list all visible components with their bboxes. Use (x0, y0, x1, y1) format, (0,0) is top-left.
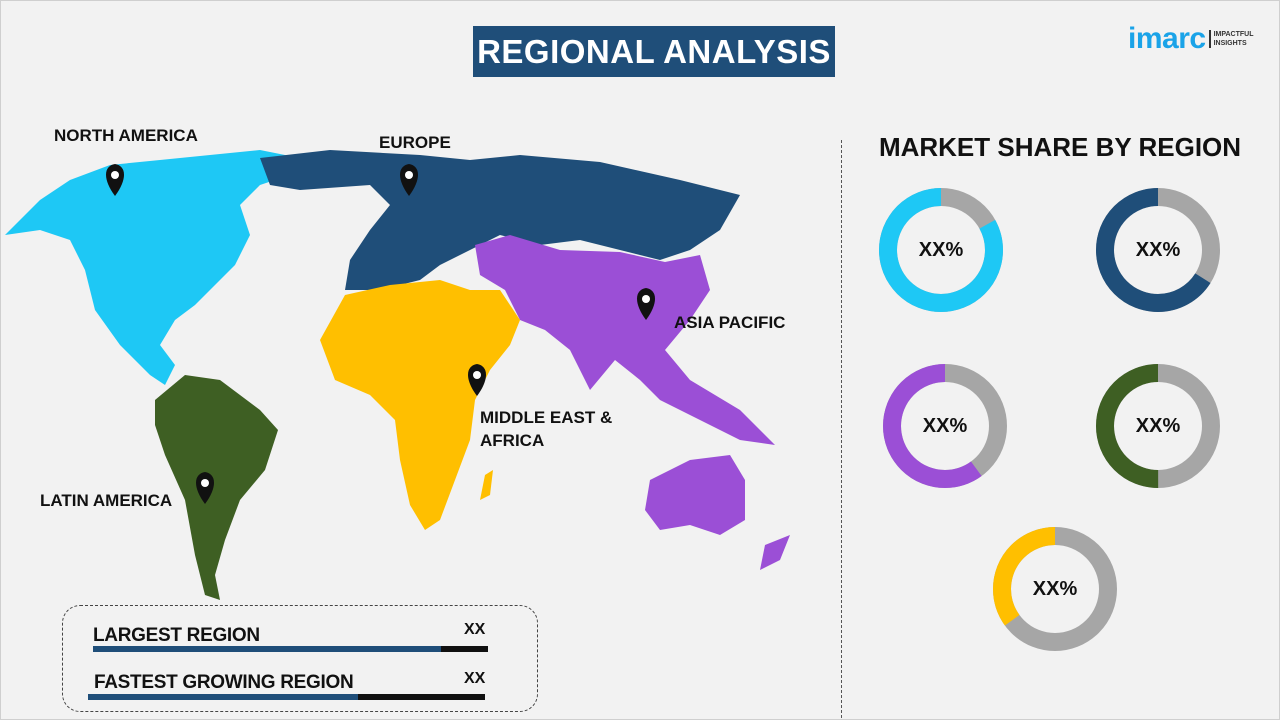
fastest-growing-region-bar (88, 694, 485, 700)
donut-middle-east-africa: XX% (990, 524, 1120, 654)
region-latin-america (155, 375, 278, 600)
world-map (5, 150, 790, 600)
largest-region-bar (93, 646, 488, 652)
market-share-title: MARKET SHARE BY REGION (878, 132, 1242, 162)
largest-region-label: LARGEST REGION (93, 625, 260, 646)
donut-share-arc (993, 527, 1117, 651)
donut-share-arc (1096, 364, 1220, 488)
region-madagascar (480, 470, 493, 500)
logo-word: imarc (1128, 22, 1206, 55)
label-middle-east-africa: MIDDLE EAST & AFRICA (480, 408, 613, 450)
imarc-logo: imarc IMPACTFUL INSIGHTS (1128, 22, 1253, 56)
largest-region-value: XX (464, 621, 486, 638)
page-title: REGIONAL ANALYSIS (473, 26, 835, 77)
donut-value: XX% (1135, 238, 1181, 261)
donut-value: XX% (922, 414, 968, 437)
logo-tagline: IMPACTFUL INSIGHTS (1208, 30, 1253, 48)
map-pin-icon (637, 288, 655, 320)
region-middle-east-africa (320, 280, 520, 530)
donut-value: XX% (1032, 577, 1078, 600)
fastest-growing-region-label: FASTEST GROWING REGION (94, 672, 354, 693)
donut-north-america: XX% (876, 185, 1006, 315)
label-asia-pacific: ASIA PACIFIC (674, 313, 786, 332)
largest-region-bar-fill (93, 646, 441, 652)
section-divider (841, 140, 842, 718)
label-latin-america: LATIN AMERICA (40, 491, 173, 510)
fastest-growing-region-value: XX (464, 670, 486, 687)
donut-value: XX% (1135, 414, 1181, 437)
region-asia-pacific (475, 235, 775, 445)
donut-share-arc (883, 364, 1007, 488)
donut-asia-pacific: XX% (880, 361, 1010, 491)
region-north-america (5, 150, 300, 385)
donut-value: XX% (918, 238, 964, 261)
map-pin-icon (196, 472, 214, 504)
map-pin-icon (106, 164, 124, 196)
donut-share-arc (1096, 188, 1220, 312)
donut-latin-america: XX% (1093, 361, 1223, 491)
region-new-zealand (760, 535, 790, 570)
fastest-growing-region-bar-fill (88, 694, 358, 700)
map-pin-icon (400, 164, 418, 196)
region-australia (645, 455, 745, 535)
map-pin-icon (468, 364, 486, 396)
region-europe (260, 150, 740, 290)
label-north-america: NORTH AMERICA (54, 126, 198, 145)
donut-share-arc (879, 188, 1003, 312)
donut-europe: XX% (1093, 185, 1223, 315)
summary-box (62, 605, 538, 712)
label-europe: EUROPE (379, 133, 451, 152)
